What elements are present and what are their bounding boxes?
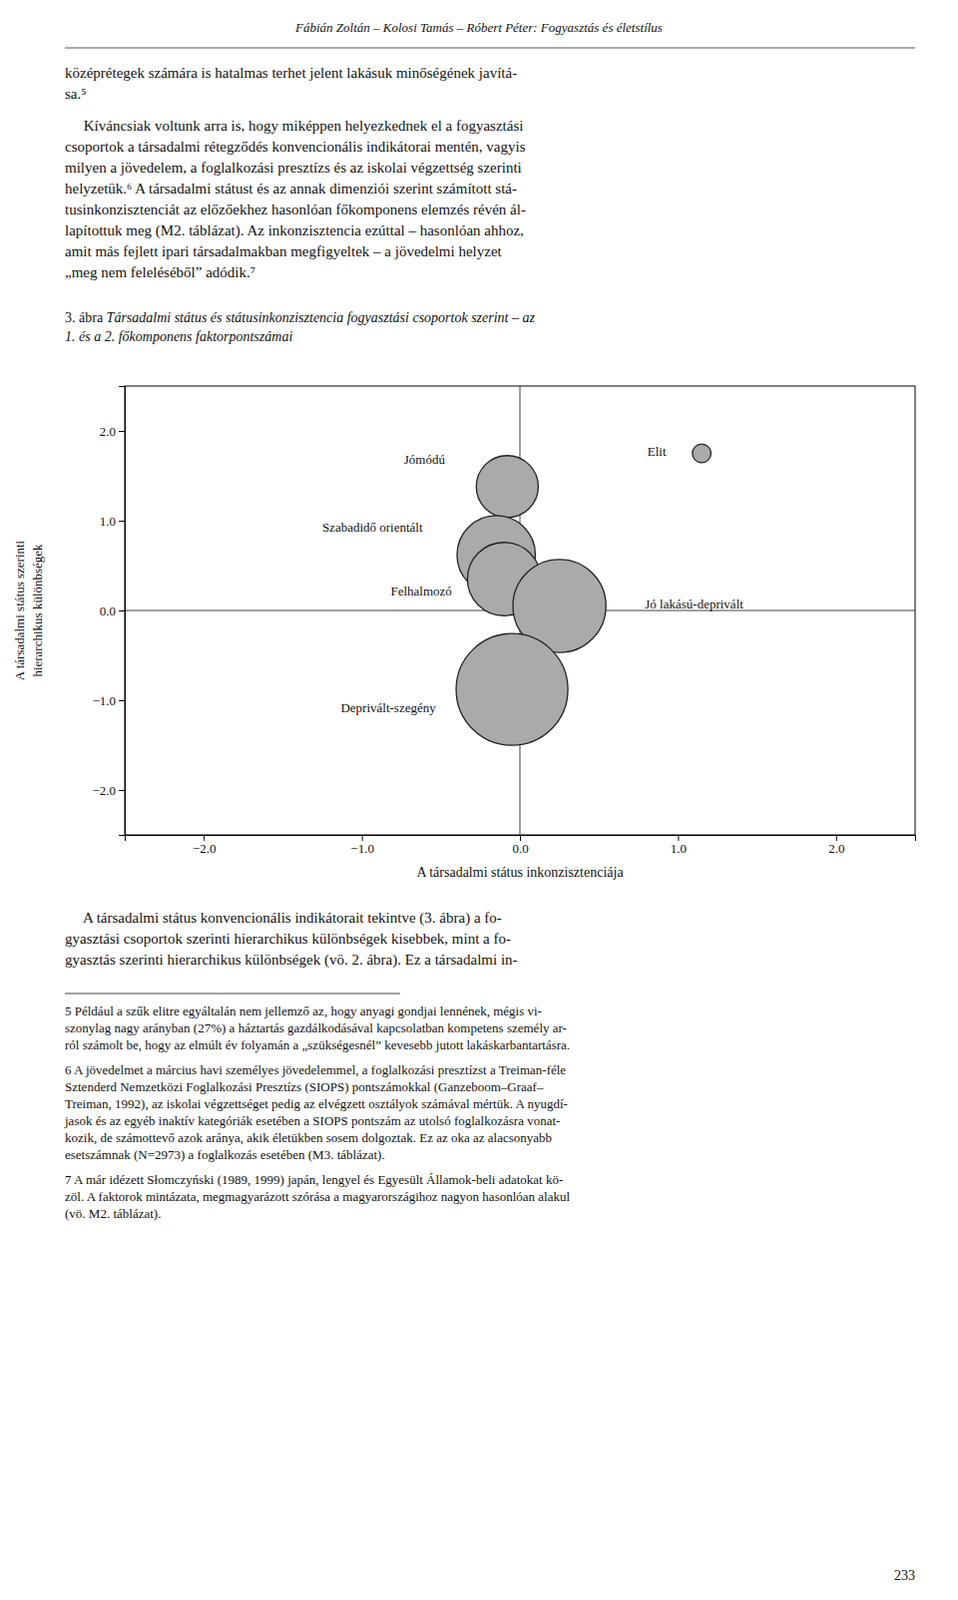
tick-label: 1.0 (99, 513, 116, 529)
bubble-labels: Elit Jómódú Szabadidő orientált Felhalmozó J… (322, 444, 744, 716)
tick-mark (118, 610, 125, 612)
tick-mark (118, 520, 125, 522)
tick-mark (362, 835, 364, 842)
bubbles (456, 444, 711, 746)
paragraph-line: sa.⁵ (64, 85, 86, 102)
footnote-line: 7 A már idézett Słomczyński (1989, 1999)… (64, 1172, 563, 1188)
page: Fábián Zoltán – Kolosi Tamás – Róbert Pé… (0, 0, 958, 1600)
bubble-label: Jómódú (404, 452, 447, 468)
tick-mark (118, 790, 125, 792)
x-axis: −2.0 −1.0 0.0 1.0 2.0 (125, 835, 917, 857)
tick: −2.0 (91, 783, 125, 799)
footnote-line: 5 Például a szűk elitre egyáltalán nem j… (64, 1003, 542, 1019)
tick: 2.0 (99, 424, 125, 440)
tick: −1.0 (91, 693, 125, 709)
footnote-line: Sztenderd Nemzetközi Foglalkozási Preszt… (64, 1079, 544, 1095)
tick-mark (118, 700, 125, 702)
tick-mark (118, 431, 125, 433)
tick-label: 0.0 (511, 841, 528, 857)
tick-label: 0.0 (99, 603, 116, 619)
paragraph-line: A társadalmi státus konvencionális indik… (64, 910, 502, 928)
bubble-label: Elit (647, 444, 667, 460)
caption-text: Társadalmi státus és státusinkonzisztenc… (106, 310, 536, 326)
page-number: 233 (894, 1568, 916, 1584)
paragraph-line: tusinkonzisztenciát az előzőekhez hasonl… (64, 201, 526, 218)
bubble-label: Szabadidő orientált (322, 519, 424, 535)
tick-mark (677, 835, 679, 842)
paragraph-line: milyen a jövedelem, a foglalkozási presz… (64, 159, 522, 176)
tick: 0.0 (99, 603, 125, 619)
paragraph-line: gyasztás szerinti hierarchikus különbség… (64, 952, 518, 969)
footnote-line: Treiman, 1992), az iskolai végzettséget … (64, 1096, 568, 1112)
bubble (476, 456, 538, 518)
tick-label: 2.0 (99, 424, 116, 440)
tick-label: −2.0 (192, 841, 217, 857)
x-axis-title: A társadalmi státus inkonzisztenciája (416, 865, 624, 881)
bubble (456, 633, 568, 746)
caption: 3. ábra Társadalmi státus és státusinkon… (64, 310, 536, 326)
paragraph-line: csoportok a társadalmi rétegződés konven… (64, 138, 526, 155)
paragraph-line: középrétegek számára is hatalmas terhet … (64, 64, 517, 81)
paragraph-line: amit más fejlett ipari társadalmakban me… (64, 243, 503, 260)
tick-mark (519, 835, 521, 842)
tick: −2.0 (192, 835, 217, 857)
caption-prefix: 3. ábra (64, 310, 107, 326)
header-rule (64, 47, 916, 49)
tick-mark (836, 835, 838, 842)
footnote-line: ról számolt be, hogy az elmúlt év folyam… (64, 1037, 570, 1053)
tick: 1.0 (99, 513, 125, 529)
footnote-line: zöl. A faktorok mintázata, megmagyarázot… (64, 1189, 570, 1205)
footnote-line: jasok és az egyéb inaktív kategóriák ese… (63, 1113, 560, 1129)
paragraph-line: „meg nem feleléséből” adódik.⁷ (64, 264, 256, 281)
tick: 0.0 (511, 835, 528, 857)
axis-line (125, 836, 917, 843)
bubble-label: Jó lakású-deprivált (644, 596, 744, 612)
footnote-line: (vö. M2. táblázat). (64, 1206, 161, 1222)
tick-label: −2.0 (91, 783, 116, 799)
footnote-rule (64, 993, 401, 995)
y-axis: −2.0 −1.0 0.0 1.0 2.0 (91, 387, 125, 837)
chart: −2.0 −1.0 0.0 1.0 2.0 −2.0 −1.0 0.0 1.0 2.0 Elit Jó… (11, 386, 917, 881)
y-axis-title: A társadalmi státus szerinti (11, 539, 27, 681)
tick-label: 1.0 (670, 841, 687, 857)
tick: 2.0 (828, 835, 845, 857)
tick-label: 2.0 (828, 841, 845, 857)
tick-mark (203, 835, 205, 842)
axis-line (118, 387, 126, 837)
footnote-line: 6 A jövedelmet a március havi személyes … (64, 1062, 566, 1078)
bubble (692, 444, 712, 464)
tick: 1.0 (670, 835, 687, 857)
footnote-line: esetszámnak (N=2973) a foglalkozás eseté… (64, 1147, 386, 1163)
plot-frame (124, 386, 916, 836)
paragraph-line: helyzetük.⁶ A társadalmi státust és az a… (64, 180, 517, 197)
bubble-label: Deprivált-szegény (340, 700, 437, 716)
footnote-line: szonylag nagy arányban (27%) a háztartás… (64, 1020, 567, 1036)
paragraph-line: lapítottuk meg (M2. táblázat). Az inkonz… (64, 222, 524, 240)
tick-label: −1.0 (350, 841, 375, 857)
y-axis-title: hierarchikus különbségek (29, 543, 45, 678)
paragraph-line: gyasztási csoportok szerinti hierarchiku… (64, 931, 511, 948)
tick: −1.0 (350, 835, 375, 857)
bubble-label: Felhalmozó (390, 583, 452, 599)
paragraph-line: Kíváncsiak voltunk arra is, hogy miképpe… (64, 117, 523, 134)
running-header: Fábián Zoltán – Kolosi Tamás – Róbert Pé… (294, 19, 663, 35)
footnote-line: kozik, de számottevő azok aránya, akik é… (64, 1130, 552, 1146)
caption-text: 1. és a 2. főkomponens faktorpontszámai (64, 329, 293, 345)
tick-label: −1.0 (91, 693, 116, 709)
